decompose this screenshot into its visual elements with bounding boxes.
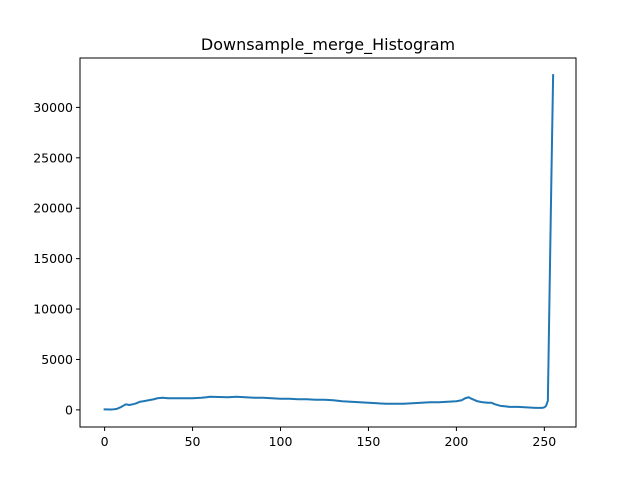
x-tick-label: 0 — [101, 434, 109, 449]
x-tick-label: 100 — [269, 434, 293, 449]
y-tick-label: 10000 — [33, 302, 73, 317]
y-axis: 0 5000 10000 15000 20000 25000 30000 — [33, 100, 80, 417]
y-tick-label: 15000 — [33, 251, 73, 266]
plot-frame — [79, 57, 577, 428]
x-axis: 0 50 100 150 200 250 — [101, 427, 556, 449]
y-tick-label: 20000 — [33, 201, 73, 216]
x-tick-label: 250 — [532, 434, 556, 449]
x-tick-label: 200 — [444, 434, 468, 449]
y-tick-label: 5000 — [41, 352, 73, 367]
x-tick-label: 50 — [185, 434, 201, 449]
histogram-series-line — [103, 74, 555, 411]
x-tick-label: 150 — [357, 434, 381, 449]
y-tick-label: 30000 — [33, 100, 73, 115]
y-tick-label: 25000 — [33, 150, 73, 165]
y-tick-label: 0 — [65, 402, 73, 417]
series-layer — [103, 74, 555, 411]
chart-title: Downsample_merge_Histogram — [201, 35, 455, 55]
